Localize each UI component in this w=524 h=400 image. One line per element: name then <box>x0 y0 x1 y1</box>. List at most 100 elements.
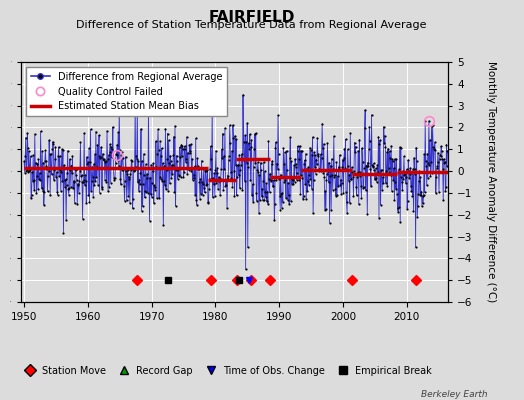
Point <box>251 160 259 166</box>
Point <box>149 200 158 206</box>
Point <box>181 158 190 165</box>
Point <box>322 177 331 184</box>
Point <box>143 175 151 182</box>
Point <box>225 122 234 128</box>
Point <box>363 163 371 170</box>
Point <box>168 171 177 178</box>
Point <box>177 142 185 148</box>
Point <box>365 124 374 130</box>
Point <box>263 198 271 204</box>
Point <box>226 140 234 146</box>
Point <box>395 203 403 210</box>
Point <box>324 179 333 186</box>
Point <box>38 185 46 192</box>
Point <box>111 160 119 166</box>
Point <box>436 152 444 158</box>
Point <box>208 102 216 109</box>
Point <box>108 146 116 152</box>
Point <box>369 160 378 166</box>
Point <box>129 167 138 174</box>
Point <box>385 148 394 154</box>
Point <box>170 189 179 195</box>
Point <box>278 190 287 196</box>
Point <box>100 156 108 162</box>
Point <box>202 167 210 174</box>
Point <box>296 191 304 197</box>
Point <box>48 146 57 153</box>
Point <box>96 155 104 161</box>
Point <box>384 165 392 171</box>
Point <box>43 166 51 172</box>
Point <box>205 185 213 192</box>
Point <box>142 189 150 196</box>
Point <box>357 183 365 189</box>
Point <box>158 178 167 184</box>
Point <box>286 134 294 140</box>
Point <box>62 217 70 223</box>
Point <box>254 168 263 175</box>
Point <box>199 181 208 188</box>
Point <box>182 134 191 140</box>
Point <box>328 156 336 162</box>
Point <box>57 168 66 175</box>
Point <box>371 175 379 182</box>
Point <box>331 172 339 179</box>
Point <box>300 160 308 167</box>
Point <box>249 198 257 205</box>
Point <box>183 171 191 178</box>
Point <box>305 172 313 178</box>
Point <box>310 176 318 183</box>
Point <box>372 165 380 172</box>
Point <box>245 140 253 146</box>
Point <box>214 174 223 180</box>
Point <box>84 159 92 166</box>
Point <box>441 158 449 165</box>
Point <box>103 155 112 162</box>
Point <box>134 158 143 164</box>
Text: Difference of Station Temperature Data from Regional Average: Difference of Station Temperature Data f… <box>77 20 427 30</box>
Point <box>40 189 49 195</box>
Point <box>58 178 67 184</box>
Point <box>163 130 172 137</box>
Point <box>236 185 244 191</box>
Point <box>358 145 366 151</box>
Point <box>317 168 325 174</box>
Point <box>246 177 255 183</box>
Point <box>389 176 398 183</box>
Point <box>363 211 372 217</box>
Point <box>129 196 137 203</box>
Point <box>289 181 298 188</box>
Point <box>95 132 103 138</box>
Point <box>305 144 314 151</box>
Point <box>126 171 135 177</box>
Point <box>80 177 88 184</box>
Point <box>412 144 420 151</box>
Point <box>381 180 390 186</box>
Point <box>132 164 140 171</box>
Point <box>410 166 419 172</box>
Point <box>276 193 284 200</box>
Point <box>161 126 170 132</box>
Point <box>250 131 259 137</box>
Point <box>257 193 266 200</box>
Point <box>144 109 152 115</box>
Point <box>119 155 127 161</box>
Point <box>172 152 181 159</box>
Point <box>199 192 207 198</box>
Point <box>140 194 149 201</box>
Point <box>323 140 332 146</box>
Point <box>97 144 105 150</box>
Point <box>162 166 171 173</box>
Point <box>23 167 31 173</box>
Point <box>176 144 184 151</box>
Point <box>181 146 189 152</box>
Point <box>404 157 412 163</box>
Point <box>265 189 274 196</box>
Point <box>276 206 285 213</box>
Point <box>47 165 56 172</box>
Point <box>417 192 425 198</box>
Point <box>356 173 365 179</box>
Point <box>306 175 314 182</box>
Point <box>155 195 163 202</box>
Point <box>78 172 86 178</box>
